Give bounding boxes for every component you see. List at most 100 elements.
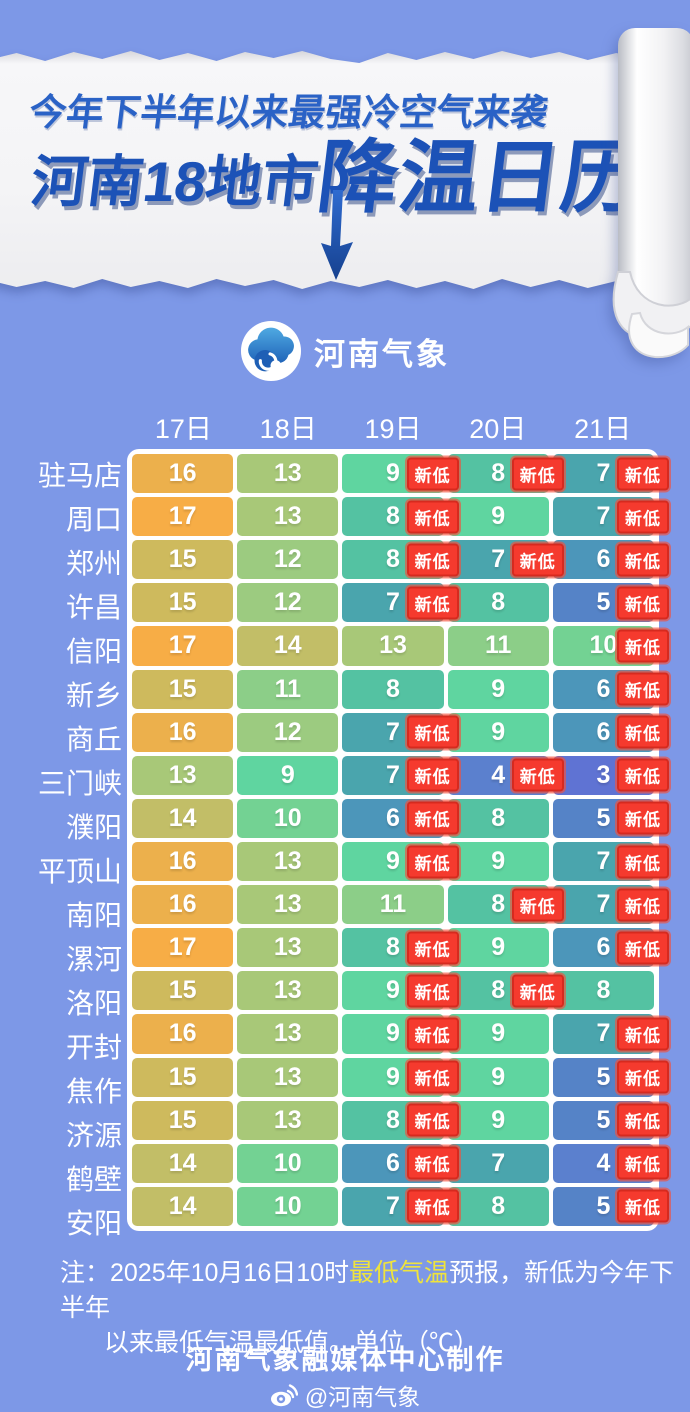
city-label: 漯河 xyxy=(65,944,122,975)
temp-value: 7 xyxy=(386,760,400,789)
temp-cell: 8 新低 xyxy=(342,1100,459,1140)
temp-value: 9 xyxy=(386,1019,400,1048)
temp-cell: 11 xyxy=(342,885,444,925)
city-label: 开封 xyxy=(65,1032,122,1063)
temp-cell: 13 xyxy=(237,928,339,968)
temp-value: 13 xyxy=(273,890,302,919)
temp-value: 13 xyxy=(273,1105,302,1134)
temp-value: 8 xyxy=(491,803,506,832)
temp-cell: 8 新低 xyxy=(342,928,459,968)
new-low-badge: 新低 xyxy=(616,500,669,534)
temp-value: 8 xyxy=(386,545,400,574)
temp-value: 13 xyxy=(273,847,302,876)
new-low-badge: 新低 xyxy=(616,586,669,620)
temp-value: 9 xyxy=(491,847,506,876)
temp-value: 9 xyxy=(491,717,506,746)
temp-cell: 5 新低 xyxy=(552,1100,669,1140)
new-low-badge: 新低 xyxy=(406,845,459,879)
temp-value: 13 xyxy=(273,1019,302,1048)
temp-cell: 6 新低 xyxy=(552,712,669,752)
new-low-badge: 新低 xyxy=(406,1146,459,1180)
temp-value: 7 xyxy=(491,1148,506,1177)
temp-cell: 13 xyxy=(237,497,339,537)
temp-cell: 11 xyxy=(237,669,339,709)
new-low-badge: 新低 xyxy=(511,543,564,577)
temp-cell: 8 xyxy=(447,798,549,838)
weibo-row: @河南气象 xyxy=(0,1378,690,1412)
temp-value: 14 xyxy=(168,803,197,832)
temp-cell: 8 新低 xyxy=(342,497,459,537)
temp-value: 5 xyxy=(596,588,611,617)
new-low-badge: 新低 xyxy=(406,500,459,534)
temp-cell: 8 新低 xyxy=(447,885,564,925)
temp-value: 6 xyxy=(386,1148,400,1177)
date-header: 21日 xyxy=(574,414,632,444)
temp-value: 13 xyxy=(273,976,302,1005)
temp-cell: 6 新低 xyxy=(552,928,669,968)
temp-cell: 3 新低 xyxy=(552,755,669,795)
temp-value: 13 xyxy=(273,1062,302,1091)
temp-cell: 15 xyxy=(132,583,234,623)
temp-value: 9 xyxy=(491,1019,506,1048)
temp-value: 15 xyxy=(168,588,197,617)
temp-cell: 8 新低 xyxy=(447,454,564,494)
temp-cell: 7 新低 xyxy=(342,755,459,795)
temp-cell: 13 xyxy=(237,841,339,882)
temp-cell: 14 xyxy=(237,626,339,666)
temp-value: 16 xyxy=(168,1019,197,1048)
temp-value: 7 xyxy=(596,459,611,488)
new-low-badge: 新低 xyxy=(616,931,669,965)
new-low-badge: 新低 xyxy=(511,758,564,792)
city-label: 平顶山 xyxy=(37,856,122,887)
temp-value: 8 xyxy=(386,502,400,531)
temp-cell: 7 新低 xyxy=(342,712,459,752)
city-label: 新乡 xyxy=(65,680,122,711)
temp-value: 12 xyxy=(273,545,302,574)
temp-cell: 16 xyxy=(132,712,234,752)
temp-value: 8 xyxy=(491,1191,506,1220)
city-label: 郑州 xyxy=(65,548,122,579)
temp-value: 9 xyxy=(491,502,506,531)
temp-cell: 16 xyxy=(132,454,234,494)
city-label: 鹤壁 xyxy=(65,1164,122,1195)
new-low-badge: 新低 xyxy=(406,1103,459,1137)
temp-cell: 7 新低 xyxy=(552,885,669,925)
temp-value: 15 xyxy=(168,976,197,1005)
temp-value: 11 xyxy=(379,890,407,919)
temp-cell: 14 xyxy=(132,1143,234,1183)
date-header: 17日 xyxy=(154,414,212,444)
temp-cell: 9 新低 xyxy=(342,841,459,882)
new-low-badge: 新低 xyxy=(406,931,459,965)
new-low-badge: 新低 xyxy=(616,1017,669,1051)
new-low-badge: 新低 xyxy=(406,1017,459,1051)
temp-value: 8 xyxy=(596,976,611,1005)
footnote-line1: 注：2025年10月16日10时最低气温预报，新低为今年下半年 xyxy=(60,1256,690,1326)
temp-cell: 12 xyxy=(237,583,339,623)
temp-cell: 13 xyxy=(237,454,339,494)
temp-value: 15 xyxy=(168,1062,197,1091)
new-low-badge: 新低 xyxy=(616,758,669,792)
city-label: 周口 xyxy=(65,504,122,535)
temp-value: 9 xyxy=(280,760,295,789)
city-label: 安阳 xyxy=(65,1208,122,1239)
temp-cell: 9 xyxy=(447,1057,549,1097)
temp-cell: 13 xyxy=(342,626,444,666)
temp-value: 9 xyxy=(386,1062,400,1091)
temp-value: 10 xyxy=(273,1148,302,1177)
temp-value: 15 xyxy=(168,1105,197,1134)
temp-value: 6 xyxy=(596,717,611,746)
city-label: 信阳 xyxy=(65,636,122,667)
temp-cell: 9 xyxy=(447,1014,549,1054)
temp-cell: 5 新低 xyxy=(552,798,669,838)
temp-value: 4 xyxy=(596,1148,611,1177)
credit-line: 河南气象融媒体中心制作 xyxy=(185,1345,505,1375)
temp-cell: 9 xyxy=(447,497,549,537)
temp-value: 10 xyxy=(273,1191,302,1220)
new-low-badge: 新低 xyxy=(616,457,669,491)
footnote-line2: 以来最低气温最低值。单位（℃） xyxy=(104,1329,480,1357)
temp-cell: 16 xyxy=(132,841,234,882)
temperature-grid: 16 13 9 新低 8 新低 7 新低 17 13 8 新低 9 7 新低 15 12 8 新低 7 新低 6 新低 15 1… xyxy=(127,449,669,1231)
temp-cell: 16 xyxy=(132,885,234,925)
temp-cell: 7 新低 xyxy=(552,1014,669,1054)
